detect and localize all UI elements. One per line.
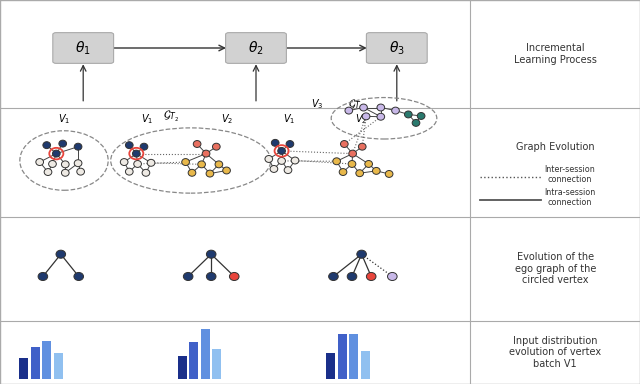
- Bar: [178, 356, 187, 379]
- Ellipse shape: [206, 170, 214, 177]
- Ellipse shape: [349, 150, 356, 157]
- Ellipse shape: [329, 273, 338, 280]
- Text: $\theta_1$: $\theta_1$: [76, 39, 91, 57]
- Ellipse shape: [286, 141, 294, 147]
- Text: $V_1$: $V_1$: [141, 112, 154, 126]
- Text: $\mathcal{G}_{T_2}$: $\mathcal{G}_{T_2}$: [163, 109, 180, 124]
- Ellipse shape: [215, 161, 223, 168]
- Text: $V_2$: $V_2$: [221, 112, 234, 126]
- Ellipse shape: [333, 158, 340, 165]
- Ellipse shape: [198, 161, 205, 168]
- Bar: [326, 353, 335, 379]
- Ellipse shape: [74, 160, 82, 167]
- Bar: [349, 334, 358, 379]
- Text: $\mathcal{G}_{T_3}$: $\mathcal{G}_{T_3}$: [348, 98, 364, 113]
- Ellipse shape: [125, 142, 133, 149]
- Ellipse shape: [49, 161, 56, 167]
- Text: Input distribution
evolution of vertex
batch V1: Input distribution evolution of vertex b…: [509, 336, 601, 369]
- Text: Graph Evolution: Graph Evolution: [516, 142, 595, 152]
- Text: $V_3$: $V_3$: [311, 98, 323, 111]
- Ellipse shape: [74, 143, 82, 150]
- Ellipse shape: [356, 170, 364, 177]
- Text: $V_2$: $V_2$: [355, 112, 368, 126]
- Bar: [54, 353, 63, 379]
- Ellipse shape: [339, 169, 347, 175]
- Ellipse shape: [265, 156, 273, 162]
- Ellipse shape: [412, 119, 420, 126]
- Ellipse shape: [120, 159, 128, 166]
- Text: Evolution of the
ego graph of the
circled vertex: Evolution of the ego graph of the circle…: [515, 252, 596, 285]
- Ellipse shape: [44, 169, 52, 175]
- Ellipse shape: [38, 273, 47, 280]
- Ellipse shape: [36, 159, 44, 166]
- Ellipse shape: [366, 273, 376, 280]
- Text: Incremental
Learning Process: Incremental Learning Process: [514, 43, 596, 65]
- Ellipse shape: [377, 104, 385, 111]
- Ellipse shape: [348, 161, 356, 167]
- Bar: [42, 341, 51, 379]
- Ellipse shape: [142, 169, 150, 176]
- Ellipse shape: [182, 159, 189, 166]
- Ellipse shape: [291, 157, 299, 164]
- Ellipse shape: [132, 150, 140, 157]
- Ellipse shape: [188, 169, 196, 176]
- Ellipse shape: [147, 159, 155, 166]
- Ellipse shape: [61, 169, 69, 176]
- Ellipse shape: [74, 273, 83, 280]
- Ellipse shape: [140, 143, 148, 150]
- Ellipse shape: [388, 273, 397, 280]
- Ellipse shape: [284, 167, 292, 174]
- Ellipse shape: [345, 107, 353, 114]
- Ellipse shape: [59, 140, 67, 147]
- Bar: [189, 342, 198, 379]
- FancyBboxPatch shape: [52, 33, 114, 63]
- Ellipse shape: [230, 273, 239, 280]
- Ellipse shape: [377, 113, 385, 120]
- Ellipse shape: [125, 168, 133, 175]
- Ellipse shape: [77, 168, 84, 175]
- Ellipse shape: [357, 250, 367, 258]
- Text: $\theta_2$: $\theta_2$: [248, 39, 264, 57]
- Text: Inter-session
connection: Inter-session connection: [544, 165, 595, 184]
- Ellipse shape: [417, 113, 425, 119]
- Ellipse shape: [365, 161, 372, 167]
- Ellipse shape: [270, 166, 278, 172]
- Ellipse shape: [206, 273, 216, 280]
- Ellipse shape: [372, 167, 380, 174]
- Ellipse shape: [206, 250, 216, 258]
- Ellipse shape: [202, 150, 210, 157]
- Ellipse shape: [278, 157, 285, 164]
- Ellipse shape: [61, 161, 69, 168]
- Ellipse shape: [56, 250, 65, 258]
- Bar: [19, 358, 28, 379]
- Ellipse shape: [134, 161, 141, 167]
- Ellipse shape: [347, 273, 357, 280]
- Bar: [201, 329, 210, 379]
- Text: Intra-session
connection: Intra-session connection: [544, 188, 595, 207]
- Ellipse shape: [392, 107, 399, 114]
- Text: $V_1$: $V_1$: [283, 112, 296, 126]
- Bar: [361, 351, 370, 379]
- Ellipse shape: [278, 147, 285, 154]
- Text: $V_1$: $V_1$: [58, 112, 70, 126]
- Ellipse shape: [223, 167, 230, 174]
- FancyBboxPatch shape: [226, 33, 287, 63]
- Ellipse shape: [360, 104, 367, 111]
- Ellipse shape: [404, 111, 412, 118]
- Ellipse shape: [184, 273, 193, 280]
- Ellipse shape: [362, 113, 370, 120]
- Bar: [212, 349, 221, 379]
- Bar: [31, 347, 40, 379]
- Ellipse shape: [193, 141, 201, 147]
- FancyBboxPatch shape: [366, 33, 428, 63]
- Ellipse shape: [212, 143, 220, 150]
- Ellipse shape: [52, 150, 60, 157]
- Ellipse shape: [271, 139, 279, 146]
- Ellipse shape: [340, 141, 348, 147]
- Ellipse shape: [43, 142, 51, 149]
- Text: $\theta_3$: $\theta_3$: [389, 39, 404, 57]
- Bar: [338, 334, 347, 379]
- Ellipse shape: [385, 170, 393, 177]
- Ellipse shape: [358, 143, 366, 150]
